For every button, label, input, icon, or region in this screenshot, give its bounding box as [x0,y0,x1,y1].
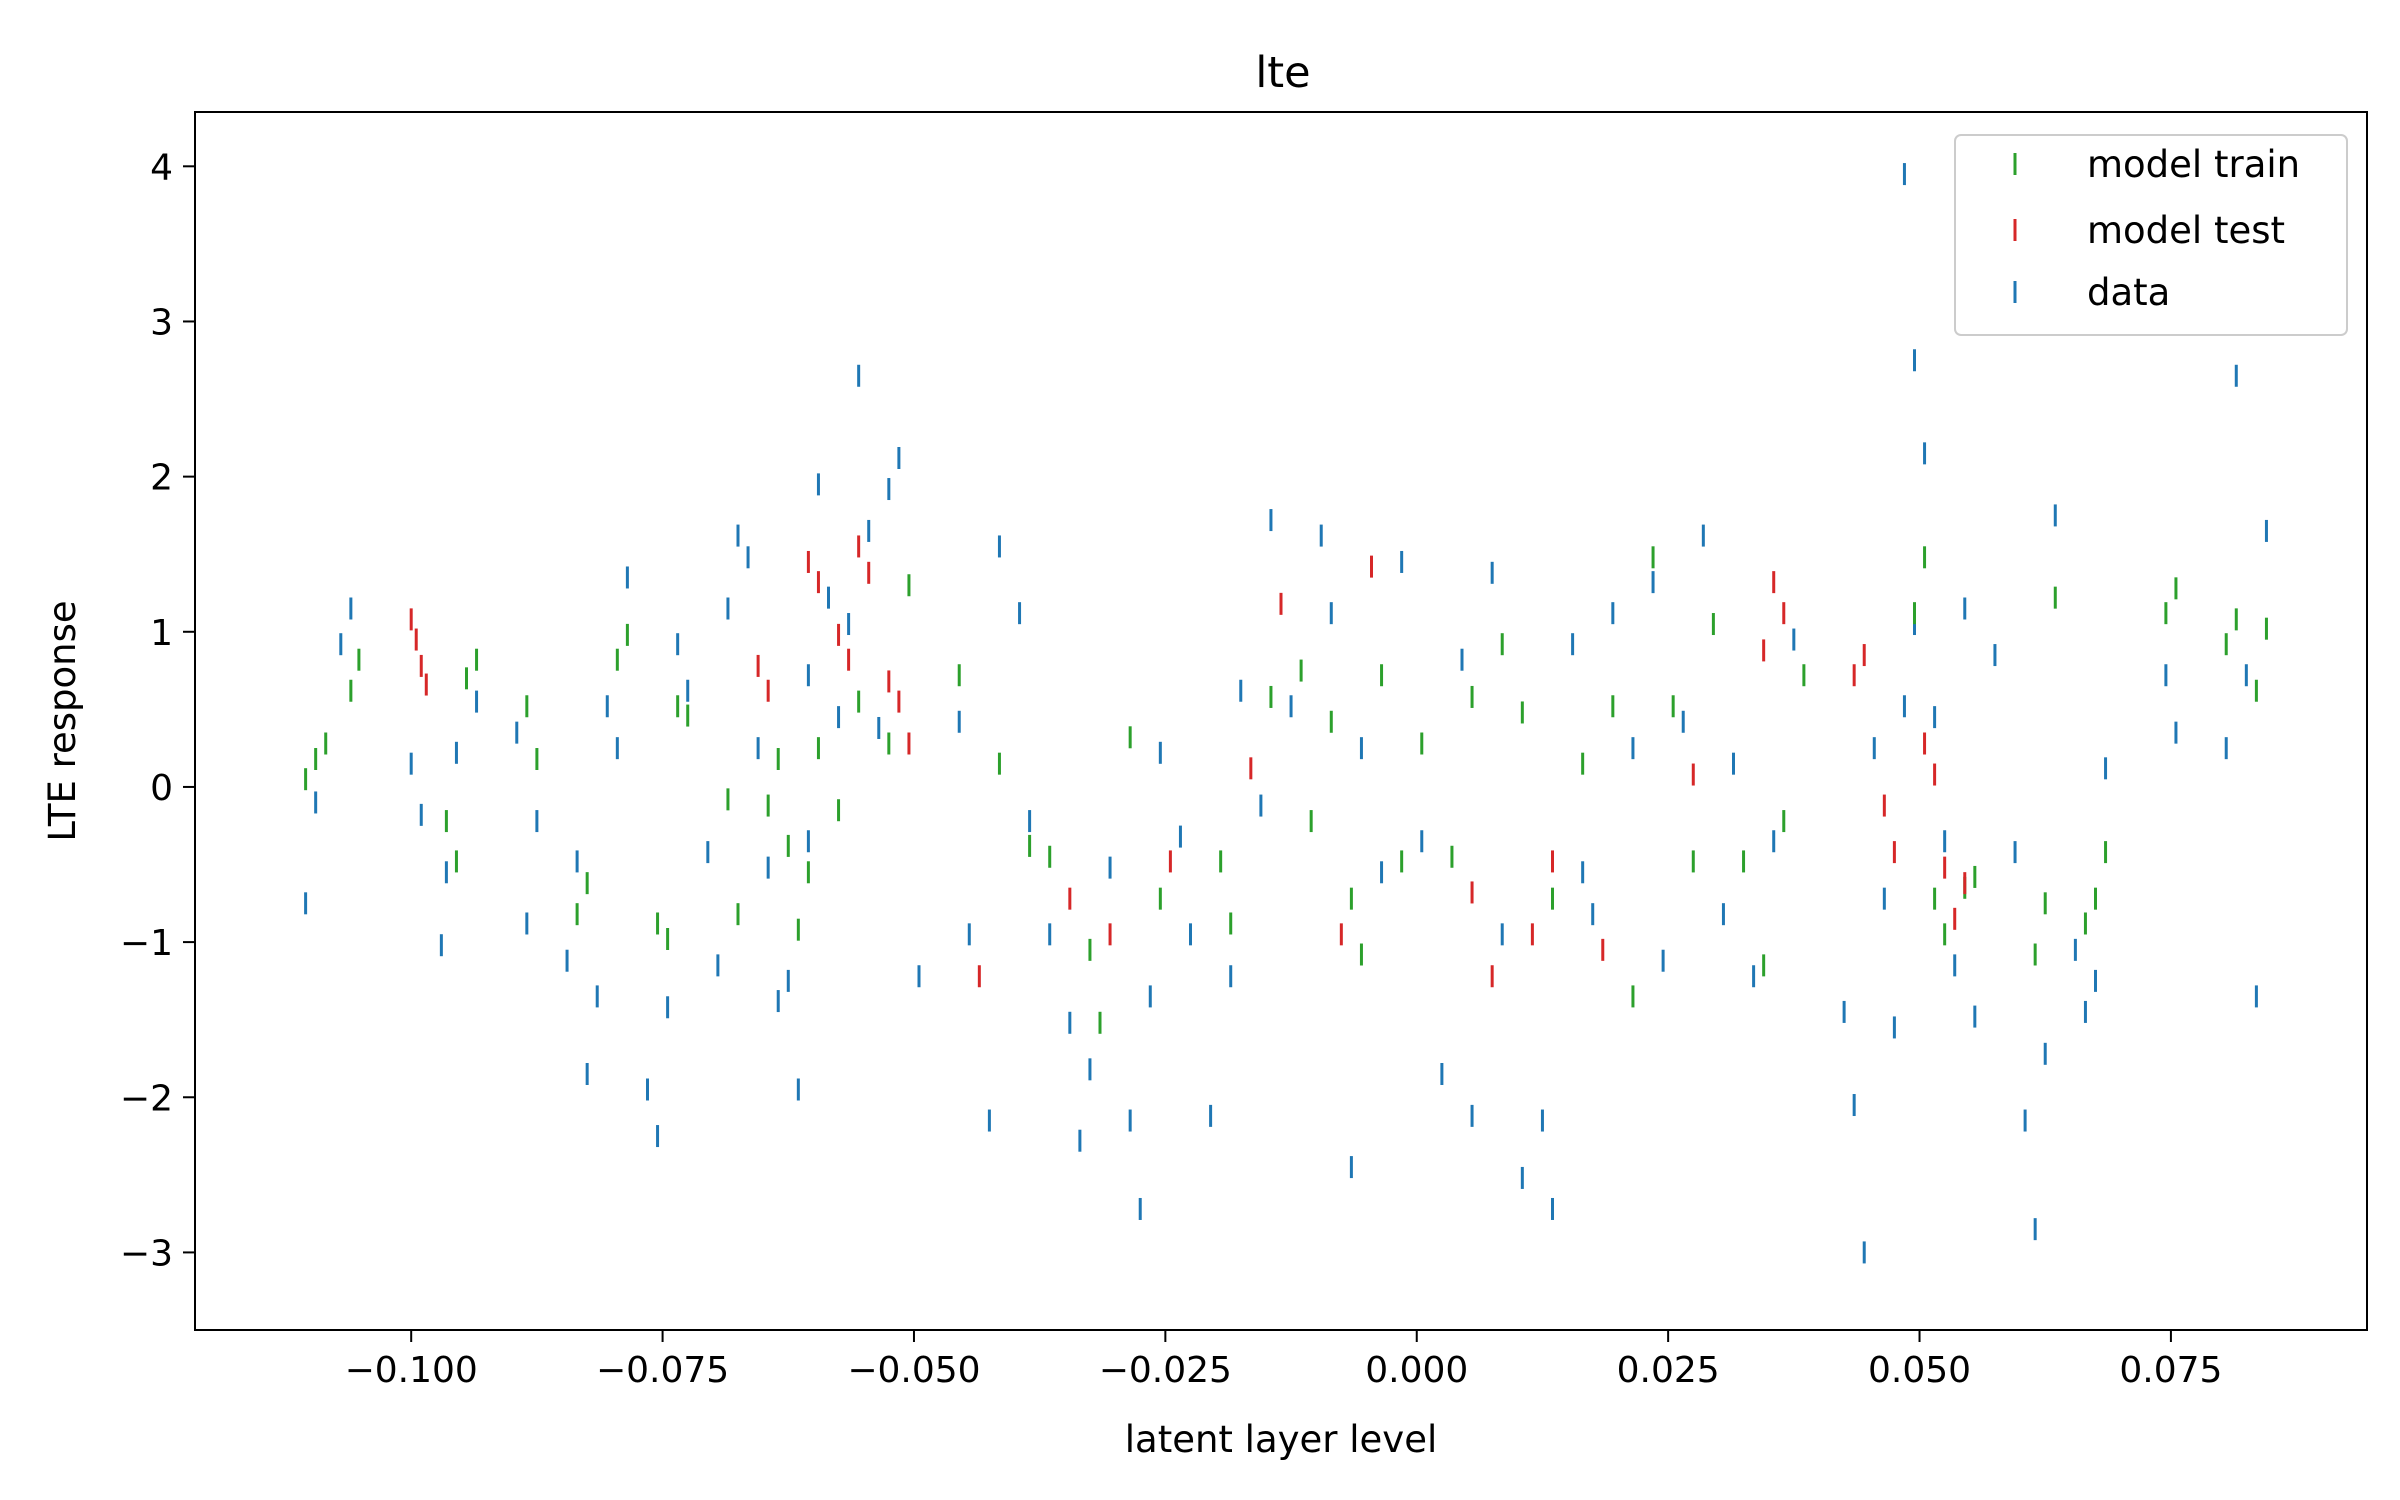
x-tick-label: −0.100 [345,1350,478,1391]
chart-title: lte [1255,48,1310,98]
x-axis: −0.100 −0.075 −0.050 −0.025 0.000 0.025 0.050 0… [345,1330,2222,1391]
legend-label-model-test: model test [2087,209,2285,252]
x-tick-label: 0.000 [1365,1350,1468,1391]
x-axis-label: latent layer level [1125,1418,1438,1461]
y-tick-label: −3 [120,1233,173,1274]
x-tick-label: −0.075 [596,1350,729,1391]
y-tick-label: 3 [150,302,173,343]
legend-label-data: data [2087,271,2170,314]
plot-frame [194,111,2368,1331]
x-tick-label: −0.025 [1099,1350,1232,1391]
y-tick-label: 2 [150,458,173,499]
y-tick-label: −1 [120,923,173,964]
legend-label-model-train: model train [2087,143,2300,186]
legend: model train model test data [1954,134,2348,336]
y-tick-label: 0 [150,768,173,809]
data-series-marks [304,163,2268,1264]
model-train-series-marks [304,546,2268,1034]
legend-entry-model-test: model test [2013,209,2285,252]
x-tick-label: 0.075 [2119,1350,2222,1391]
x-tick-label: 0.025 [1617,1350,1720,1391]
x-tick-label: −0.050 [847,1350,980,1391]
y-tick-label: 1 [150,613,173,654]
legend-entry-data: data [2013,271,2170,314]
y-axis: −3 −2 −1 0 1 2 3 4 [120,147,195,1274]
y-tick-label: −2 [120,1078,173,1119]
x-tick-label: 0.050 [1868,1350,1971,1391]
y-axis-label: LTE response [41,600,84,841]
model-test-series-marks [409,535,1967,988]
y-tick-label: 4 [150,147,173,188]
legend-entry-model-train: model train [2013,143,2300,186]
legend-box [1954,134,2348,336]
